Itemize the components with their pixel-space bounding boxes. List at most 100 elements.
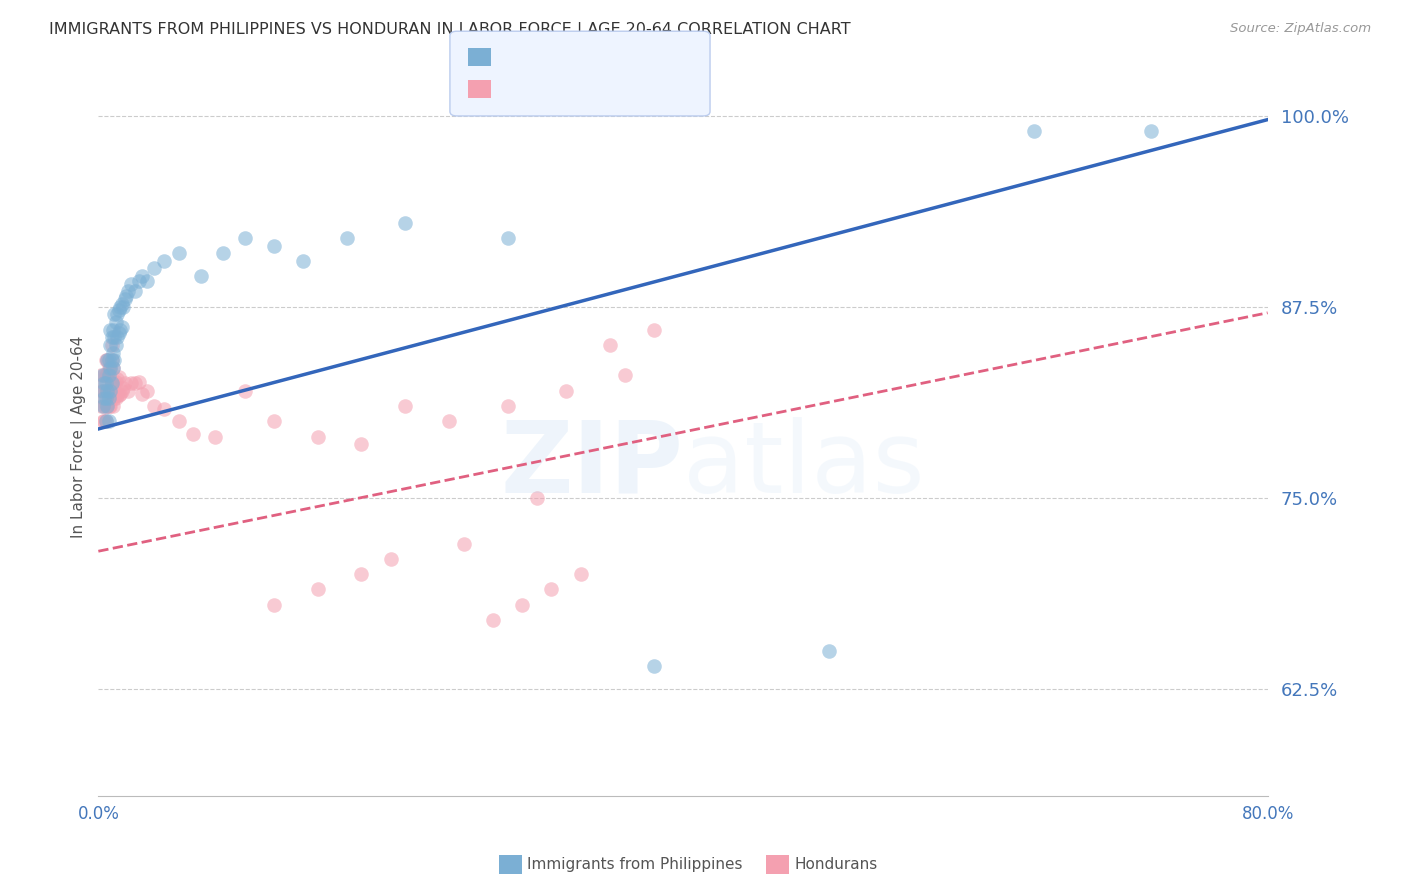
Point: [93, 399, 115, 413]
Point: [105, 330, 128, 344]
Point: [437, 414, 460, 428]
Text: atlas: atlas: [683, 417, 925, 514]
Point: [100, 330, 122, 344]
Point: [90, 384, 112, 398]
Point: [131, 386, 153, 401]
Point: [1022, 124, 1045, 138]
Point: [1139, 124, 1161, 138]
Point: [98, 384, 121, 398]
Point: [496, 399, 519, 413]
Point: [120, 277, 142, 291]
Point: [510, 598, 533, 612]
Point: [97, 368, 120, 383]
Point: [94, 414, 117, 428]
Point: [114, 376, 136, 390]
Point: [380, 552, 402, 566]
Point: [97, 384, 120, 398]
Point: [307, 429, 329, 443]
Point: [105, 388, 128, 402]
Text: R = 0.502   N = 62: R = 0.502 N = 62: [498, 46, 668, 64]
Point: [103, 307, 125, 321]
Text: IMMIGRANTS FROM PHILIPPINES VS HONDURAN IN LABOR FORCE | AGE 20-64 CORRELATION C: IMMIGRANTS FROM PHILIPPINES VS HONDURAN …: [49, 22, 851, 38]
Point: [105, 307, 128, 321]
Point: [111, 319, 134, 334]
Point: [101, 399, 124, 413]
Point: [90, 399, 112, 413]
Point: [94, 392, 117, 406]
Point: [263, 238, 285, 252]
Point: [96, 384, 118, 398]
Text: Hondurans: Hondurans: [794, 857, 877, 871]
Point: [100, 353, 122, 368]
Point: [94, 353, 117, 368]
Point: [94, 376, 117, 390]
Point: [263, 598, 285, 612]
Point: [96, 368, 118, 383]
Point: [100, 376, 122, 390]
Point: [91, 392, 114, 406]
Text: Source: ZipAtlas.com: Source: ZipAtlas.com: [1230, 22, 1371, 36]
Point: [94, 399, 117, 413]
Point: [98, 399, 121, 413]
Point: [112, 300, 135, 314]
Point: [103, 376, 125, 390]
Point: [112, 381, 135, 395]
Point: [100, 392, 122, 406]
Point: [482, 613, 505, 627]
Point: [91, 368, 114, 383]
Point: [97, 414, 120, 428]
Point: [96, 399, 118, 413]
Text: Immigrants from Philippines: Immigrants from Philippines: [527, 857, 742, 871]
Point: [97, 392, 120, 406]
Point: [350, 437, 373, 451]
Point: [233, 384, 256, 398]
Point: [103, 330, 125, 344]
Point: [114, 292, 136, 306]
Point: [108, 302, 131, 317]
Point: [93, 376, 115, 390]
Point: [98, 360, 121, 375]
Point: [142, 261, 165, 276]
Point: [291, 253, 314, 268]
Point: [108, 326, 131, 340]
Point: [93, 384, 115, 398]
Point: [142, 399, 165, 413]
Point: [183, 426, 205, 441]
Point: [115, 289, 138, 303]
Point: [613, 368, 636, 383]
Y-axis label: In Labor Force | Age 20-64: In Labor Force | Age 20-64: [72, 335, 87, 538]
Point: [91, 376, 114, 390]
Point: [91, 399, 114, 413]
Point: [111, 296, 134, 310]
Point: [98, 384, 121, 398]
Point: [98, 360, 121, 375]
Point: [120, 376, 142, 390]
Point: [135, 384, 157, 398]
Point: [91, 414, 114, 428]
Point: [394, 399, 416, 413]
Point: [336, 231, 359, 245]
Point: [90, 368, 112, 383]
Point: [643, 658, 665, 673]
Point: [350, 567, 373, 582]
Point: [204, 429, 226, 443]
Point: [93, 392, 115, 406]
Point: [117, 285, 139, 299]
Point: [128, 375, 150, 389]
Point: [453, 536, 475, 550]
Point: [101, 323, 124, 337]
Text: ZIP: ZIP: [501, 417, 683, 514]
Point: [97, 399, 120, 413]
Point: [643, 323, 665, 337]
Point: [94, 414, 117, 428]
Point: [153, 253, 176, 268]
Point: [103, 353, 125, 368]
Point: [110, 323, 132, 337]
Point: [190, 269, 212, 284]
Point: [108, 370, 131, 384]
Point: [104, 375, 127, 389]
Point: [94, 368, 117, 383]
Point: [91, 384, 114, 398]
Point: [100, 376, 122, 390]
Point: [555, 384, 578, 398]
